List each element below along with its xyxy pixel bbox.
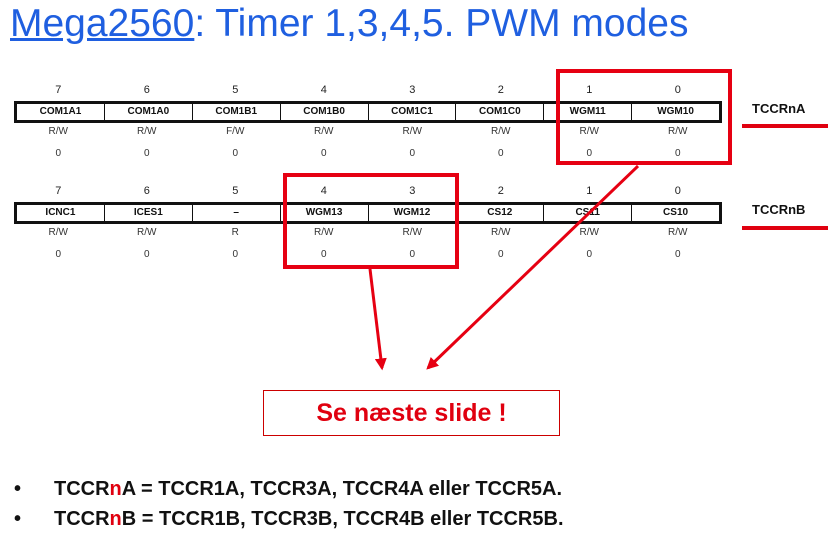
initial-value: 0	[320, 249, 327, 260]
bit-number: 1	[586, 84, 593, 96]
access-value: R/W	[579, 126, 599, 137]
access-value: R/W	[668, 126, 688, 137]
field-name: –	[191, 205, 280, 221]
access-value: R/W	[668, 227, 688, 238]
field-name: CS10	[631, 205, 719, 221]
access-value: R/W	[48, 227, 68, 238]
bit-number: 1	[586, 185, 593, 197]
access-value: R/W	[48, 126, 68, 137]
access-value: F/W	[226, 126, 245, 137]
access-value: R/W	[491, 126, 511, 137]
initial-value: 0	[409, 249, 416, 260]
access-value: R/W	[137, 227, 157, 238]
initial-value: 0	[232, 148, 239, 159]
bit-number: 2	[497, 185, 504, 197]
bit-number: 0	[674, 185, 681, 197]
field-name: WGM13	[279, 205, 368, 221]
initial-value: 0	[55, 249, 62, 260]
access-value: R/W	[314, 227, 334, 238]
arrow-from-tccrna	[426, 164, 640, 370]
highlight-box-wgm11-wgm10	[556, 69, 732, 165]
bullet-text: TCCRnA = TCCR1A, TCCR3A, TCCR4A eller TC…	[54, 478, 563, 500]
bit-number: 0	[674, 84, 681, 96]
field-name: WGM12	[367, 205, 456, 221]
initial-value: 0	[143, 148, 150, 159]
underline-tccrna	[742, 124, 828, 128]
callout-see-next-slide: Se næste slide !	[263, 390, 560, 436]
bit-number: 3	[409, 84, 416, 96]
access-value: R	[231, 227, 239, 238]
bullet-dot: •	[14, 508, 22, 530]
initial-value: 0	[497, 148, 504, 159]
access-row: R/W R/W R R/W R/W R/W R/W R/W	[14, 227, 722, 238]
field-name: COM1A1	[39, 106, 82, 117]
arrow-from-tccrnb	[368, 268, 387, 371]
bit-number: 4	[320, 84, 327, 96]
title-rest: : Timer 1,3,4,5. PWM modes	[194, 2, 689, 45]
initial-value: 0	[586, 249, 593, 260]
bit-number: 2	[497, 84, 504, 96]
field-name: COM1A0	[103, 104, 192, 120]
access-value: R/W	[314, 126, 334, 137]
field-name: COM1B1	[191, 104, 280, 120]
initial-value: 0	[497, 249, 504, 260]
bit-number: 6	[143, 84, 150, 96]
bit-numbers-row: 7 6 5 4 3 2 1 0	[14, 84, 722, 96]
underline-tccrnb	[742, 226, 828, 230]
access-row: R/W R/W F/W R/W R/W R/W R/W R/W	[14, 126, 722, 137]
field-names-row: COM1A1 COM1A0 COM1B1 COM1B0 COM1C1 COM1C…	[14, 101, 722, 123]
slide-title: Mega2560: Timer 1,3,4,5. PWM modes	[10, 2, 688, 46]
bit-number: 5	[232, 84, 239, 96]
access-value: R/W	[137, 126, 157, 137]
initial-value: 0	[55, 148, 62, 159]
initial-value: 0	[143, 249, 150, 260]
access-value: R/W	[579, 227, 599, 238]
initial-value: 0	[586, 148, 593, 159]
initial-value: 0	[674, 148, 681, 159]
bit-number: 7	[55, 185, 62, 197]
title-link-mega2560[interactable]: Mega2560	[10, 2, 195, 45]
access-value: R/W	[402, 227, 422, 238]
bit-number: 4	[320, 185, 327, 197]
bit-number: 3	[409, 185, 416, 197]
field-name: ICNC1	[45, 207, 76, 218]
field-name: COM1C0	[455, 104, 543, 120]
initial-value: 0	[320, 148, 327, 159]
bullet-dot: •	[14, 478, 22, 500]
bit-numbers-row: 7 6 5 4 3 2 1 0	[14, 185, 722, 197]
bit-number: 6	[143, 185, 150, 197]
initial-value-row: 0 0 0 0 0 0 0 0	[14, 249, 722, 260]
bullet-text: TCCRnB = TCCR1B, TCCR3B, TCCR4B eller TC…	[54, 508, 564, 530]
access-value: R/W	[491, 227, 511, 238]
highlight-box-wgm13-wgm12	[283, 173, 459, 269]
initial-value: 0	[232, 249, 239, 260]
bit-number: 5	[232, 185, 239, 197]
bit-number: 7	[55, 84, 62, 96]
initial-value: 0	[409, 148, 416, 159]
access-value: R/W	[402, 126, 422, 137]
register-label-tccrnb: TCCRnB	[752, 202, 806, 217]
initial-value-row: 0 0 0 0 0 0 0 0	[14, 148, 722, 159]
field-name: ICES1	[103, 205, 192, 221]
initial-value: 0	[674, 249, 681, 260]
field-name: WGM11	[543, 104, 631, 120]
field-name: COM1B0	[279, 104, 368, 120]
field-name: COM1C1	[367, 104, 456, 120]
register-label-tccrna: TCCRnA	[752, 101, 806, 116]
field-name: WGM10	[631, 104, 719, 120]
